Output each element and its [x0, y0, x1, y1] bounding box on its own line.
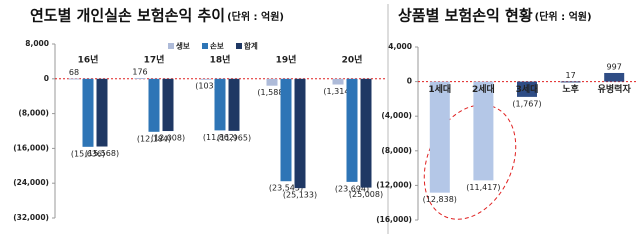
x-tick-label: 노후: [562, 83, 579, 95]
value-label: 17: [566, 71, 576, 80]
chart-title: 연도별 개인실손 보험손익 추이: [30, 7, 225, 25]
x-tick-label: 3세대: [516, 83, 539, 95]
bar: [360, 78, 372, 188]
bar: [148, 78, 160, 132]
y-tick-label: 0: [44, 74, 49, 83]
bar: [200, 78, 212, 80]
bar: [346, 78, 358, 182]
legend-swatch: [168, 43, 174, 49]
bar: [266, 78, 278, 86]
y-tick-label: 8,000: [25, 39, 49, 48]
x-tick-label: 17년: [144, 54, 165, 66]
x-tick-label: 2세대: [472, 83, 495, 95]
highlight-ellipse: [423, 104, 517, 220]
bar: [560, 81, 581, 83]
bar: [134, 78, 146, 80]
bar: [162, 78, 174, 132]
bar: [280, 78, 292, 182]
legend-label: 생보: [176, 41, 190, 51]
bar: [517, 81, 537, 97]
y-tick-label: (4,000): [381, 111, 412, 120]
bar: [429, 81, 450, 193]
y-tick-label: (12,000): [376, 180, 412, 189]
value-label: (11,862): [203, 133, 237, 142]
y-tick-label: (16,000): [376, 215, 412, 224]
value-label: (23,545): [269, 184, 303, 193]
value-label: (15,568): [85, 149, 119, 158]
value-label: (12,008): [151, 134, 185, 143]
bar: [214, 78, 226, 131]
y-tick-label: (16,000): [13, 143, 49, 152]
value-label: (12,838): [423, 195, 457, 204]
bar: [332, 78, 344, 85]
x-tick-label: 유병력자: [598, 83, 632, 95]
value-label: (23,694): [335, 184, 369, 193]
x-tick-label: 16년: [78, 54, 99, 66]
legend-label: 합계: [244, 41, 258, 51]
bar: [473, 81, 494, 181]
y-tick-label: (8,000): [18, 109, 49, 118]
value-label: (11,417): [466, 183, 500, 192]
value-label: (12,184): [137, 134, 171, 143]
chart-title: 상품별 보험손익 현황: [398, 7, 533, 25]
value-label: (1,314): [323, 87, 352, 96]
value-label: (15,636): [71, 149, 105, 158]
value-label: 997: [607, 62, 622, 71]
chart-unit: (단위 : 억원): [535, 10, 592, 23]
x-tick-label: 1세대: [428, 83, 451, 95]
bar: [604, 72, 625, 82]
x-tick-label: 20년: [342, 54, 363, 66]
y-tick-label: 0: [407, 77, 412, 86]
bar: [68, 78, 80, 80]
value-label: (103): [195, 82, 217, 91]
y-tick-label: 4,000: [388, 42, 412, 51]
bar: [82, 78, 94, 147]
y-tick-label: (24,000): [13, 178, 49, 187]
chart-unit: (단위 : 억원): [227, 10, 284, 23]
value-label: (1,767): [512, 99, 541, 108]
value-label: (25,133): [283, 191, 317, 200]
value-label: (25,008): [349, 190, 383, 199]
x-tick-label: 18년: [210, 54, 231, 66]
legend-swatch: [202, 43, 208, 49]
value-label: 68: [69, 68, 79, 77]
value-label: (1,588): [257, 88, 286, 97]
legend-swatch: [236, 43, 242, 49]
legend-label: 손보: [210, 42, 224, 51]
value-label: 176: [132, 68, 147, 77]
bar: [228, 78, 240, 131]
x-tick-label: 19년: [276, 54, 297, 66]
bar: [294, 78, 306, 189]
value-label: (11,965): [217, 133, 251, 142]
y-tick-label: (32,000): [13, 213, 49, 222]
y-tick-label: (8,000): [381, 146, 412, 155]
bar: [96, 78, 108, 147]
